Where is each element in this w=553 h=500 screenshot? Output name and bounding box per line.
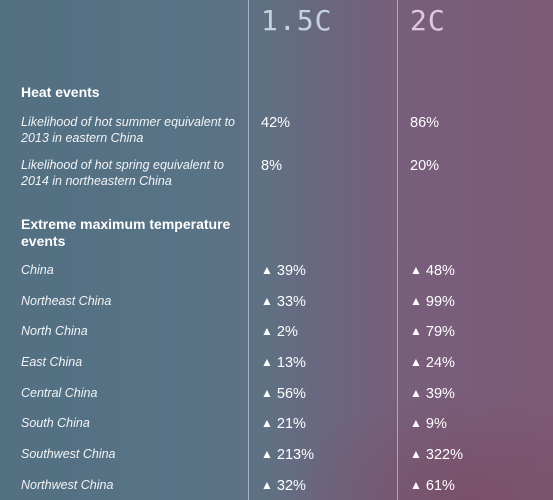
value-2c: ▲ 322% (410, 447, 463, 463)
column-divider-1-5c (248, 0, 249, 500)
row-label: South China (21, 416, 90, 430)
value-1-5c: 42% (261, 115, 291, 131)
value-1-5c: ▲ 39% (261, 263, 306, 279)
triangle-up-icon: ▲ (261, 416, 273, 430)
triangle-up-icon: ▲ (410, 263, 422, 277)
triangle-up-icon: ▲ (261, 355, 273, 369)
value-1-5c: 8% (261, 158, 282, 174)
value-2c: ▲ 39% (410, 386, 455, 402)
value-2c: ▲ 9% (410, 416, 447, 432)
row-label: Likelihood of hot spring equivalent to 2… (21, 158, 224, 188)
triangle-up-icon: ▲ (261, 263, 273, 277)
row-label: North China (21, 324, 88, 338)
row-label: Central China (21, 386, 98, 400)
triangle-up-icon: ▲ (410, 355, 422, 369)
value-1-5c: ▲ 213% (261, 447, 314, 463)
triangle-up-icon: ▲ (410, 324, 422, 338)
triangle-up-icon: ▲ (261, 447, 273, 461)
value-2c: ▲ 79% (410, 324, 455, 340)
section-heading-heat-events: Heat events (21, 84, 100, 100)
value-1-5c: ▲ 32% (261, 478, 306, 494)
value-1-5c: ▲ 33% (261, 294, 306, 310)
triangle-up-icon: ▲ (261, 324, 273, 338)
column-header-2c: 2C (410, 4, 446, 37)
value-1-5c: ▲ 13% (261, 355, 306, 371)
value-2c: ▲ 48% (410, 263, 455, 279)
triangle-up-icon: ▲ (410, 447, 422, 461)
triangle-up-icon: ▲ (261, 386, 273, 400)
value-1-5c: ▲ 56% (261, 386, 306, 402)
row-label: Northwest China (21, 478, 114, 492)
value-1-5c: ▲ 21% (261, 416, 306, 432)
triangle-up-icon: ▲ (410, 416, 422, 430)
triangle-up-icon: ▲ (410, 386, 422, 400)
value-2c: 86% (410, 115, 440, 131)
row-label: China (21, 263, 54, 277)
value-2c: ▲ 24% (410, 355, 455, 371)
value-1-5c: ▲ 2% (261, 324, 298, 340)
column-header-1-5c: 1.5C (261, 4, 333, 37)
row-label: Likelihood of hot summer equivalent to 2… (21, 115, 236, 145)
triangle-up-icon: ▲ (261, 294, 273, 308)
row-label: Northeast China (21, 294, 112, 308)
triangle-up-icon: ▲ (261, 478, 273, 492)
column-divider-2c (397, 0, 398, 500)
value-2c: ▲ 99% (410, 294, 455, 310)
value-2c: 20% (410, 158, 440, 174)
value-2c: ▲ 61% (410, 478, 455, 494)
triangle-up-icon: ▲ (410, 478, 422, 492)
row-label: East China (21, 355, 83, 369)
section-heading-extreme-events: Extreme maximum temperature events (21, 216, 231, 249)
row-label: Southwest China (21, 447, 116, 461)
triangle-up-icon: ▲ (410, 294, 422, 308)
